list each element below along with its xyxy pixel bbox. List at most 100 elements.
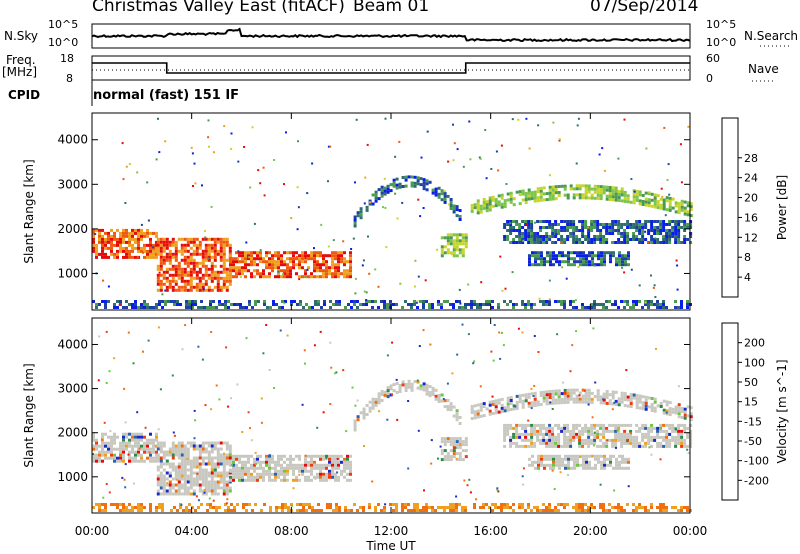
velocity-cell [527,395,531,399]
power-cell [177,267,181,271]
velocity-cell [665,441,669,445]
velocity-cell [530,444,534,448]
velocity-cell [602,401,606,405]
power-cell [677,241,681,244]
velocity-cell [548,441,552,445]
velocity-cell [545,399,549,403]
power-cell [602,223,606,226]
power-cell [283,263,286,267]
velocity-cell [110,450,113,454]
power-cell [201,282,205,286]
velocity-cell [677,435,681,439]
power-cell [590,187,594,191]
power-cell [524,201,528,204]
power-cell [216,273,220,277]
velocity-noise [275,506,278,509]
power-cell [599,232,603,235]
velocity-cell [201,480,205,484]
velocity-scatter [579,456,582,458]
power-noise [248,300,251,303]
power-cell [213,255,217,259]
velocity-cell [665,429,669,433]
velocity-cell [349,463,352,467]
power-noise [188,303,191,306]
velocity-noise [230,503,233,506]
velocity-cell [437,400,441,403]
velocity-cell [140,453,143,457]
power-cell [617,196,621,199]
velocity-scatter [551,469,554,472]
power-cell [343,269,346,273]
power-cell [536,241,540,244]
power-cell [575,229,579,232]
power-cell [635,220,639,223]
velocity-noise [140,503,143,506]
velocity-cell [268,478,271,482]
velocity-cell [235,469,238,473]
power-cell [292,266,295,270]
velocity-cell [557,423,561,427]
power-cell [404,178,408,182]
power-cell [274,260,277,264]
power-cell [567,263,570,267]
power-scatter [230,147,233,150]
power-noise [347,303,350,306]
power-cell [95,252,98,256]
power-cell [213,249,217,253]
power-cell [195,273,199,277]
velocity-scatter [303,349,306,352]
power-cell [446,242,450,246]
velocity-noise [452,503,455,506]
power-cell [572,241,576,244]
power-scatter [304,275,307,278]
velocity-noise [449,506,452,509]
velocity-cell [177,456,181,460]
velocity-cell [241,469,244,473]
power-noise [512,303,515,306]
velocity-cell [665,438,669,442]
power-cell [180,279,184,283]
velocity-scatter [215,384,218,387]
power-cell [518,190,522,194]
power-noise [419,300,422,303]
velocity-noise [677,509,680,512]
velocity-cell [180,465,184,469]
velocity-cell [165,453,169,457]
velocity-cell [228,450,232,454]
freq-trace [92,62,690,74]
power-cell [232,257,235,261]
power-cell [449,201,453,204]
power-cell [95,249,98,253]
velocity-cell [650,426,654,430]
velocity-cell [683,410,687,414]
power-cell [134,231,137,235]
velocity-noise [185,509,188,512]
power-cell [244,269,247,273]
velocity-cell [629,396,633,399]
power-cell [244,263,247,267]
power-scatter [666,179,669,181]
power-cell [268,263,271,267]
velocity-cell [563,441,567,445]
velocity-cell [644,435,648,439]
power-scatter [369,201,371,204]
velocity-cell [449,402,453,406]
velocity-cell [674,411,678,415]
power-cell [101,255,104,259]
velocity-cell [614,441,618,445]
power-cell [225,237,229,241]
velocity-cell [159,447,163,451]
power-cell [527,235,531,238]
velocity-cell [689,412,693,416]
velocity-cell [596,389,600,393]
velocity-cell [482,405,486,409]
velocity-cell [449,405,453,409]
velocity-cell [542,441,546,445]
power-scatter [306,192,309,195]
velocity-cell [228,456,232,460]
power-cell [582,257,585,261]
power-cell [650,204,654,208]
velocity-cell [629,438,633,442]
power-cell [434,193,438,197]
power-noise [125,300,128,303]
